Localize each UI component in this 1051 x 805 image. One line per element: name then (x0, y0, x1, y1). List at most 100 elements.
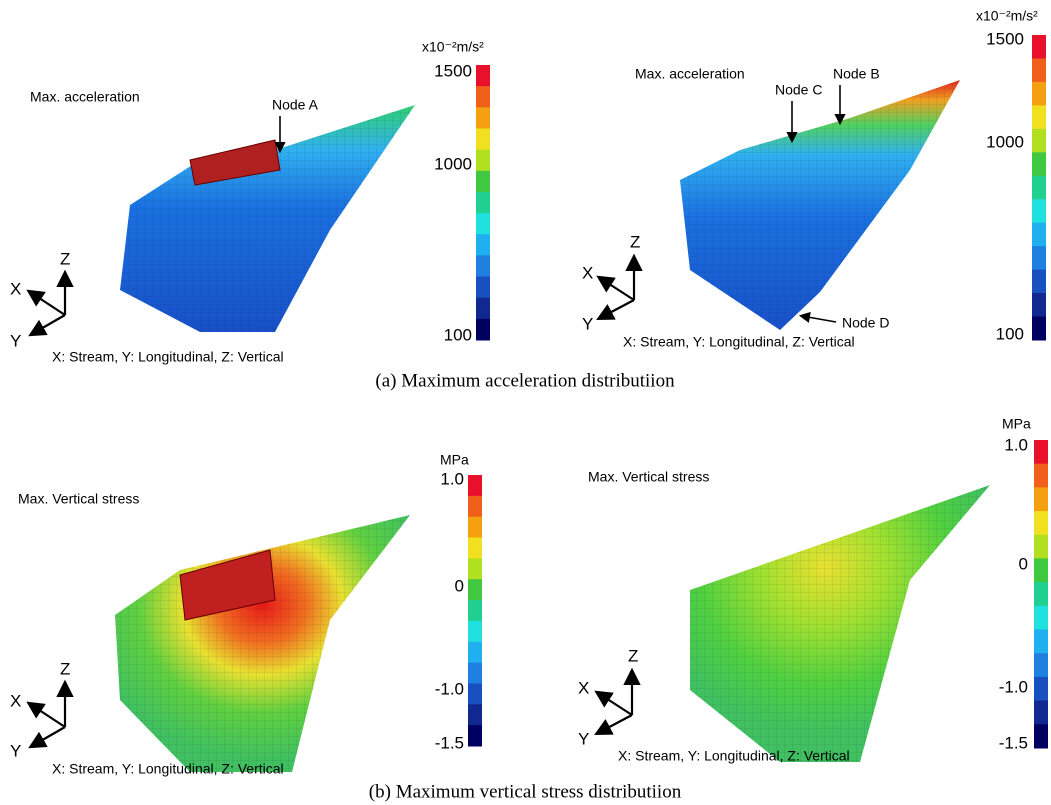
axis-label: X (582, 263, 593, 282)
colorbar-band (1034, 582, 1048, 607)
colorbar-band (476, 86, 490, 108)
colorbar-band (1032, 246, 1046, 271)
axis-legend: X: Stream, Y: Longitudinal, Z: Vertical (52, 349, 284, 365)
colorbar-band (476, 297, 490, 320)
caption: (a) Maximum acceleration distributiion (375, 370, 675, 391)
axis-label: X (578, 678, 589, 697)
colorbar-band (468, 725, 482, 747)
axis-arrow (28, 726, 66, 749)
colorbar (468, 475, 482, 747)
axis-arrow (26, 289, 66, 316)
colorbar-band (1032, 316, 1046, 341)
axis-legend: X: Stream, Y: Longitudinal, Z: Vertical (618, 748, 850, 764)
colorbar-band (1032, 175, 1046, 200)
axis-legend: X: Stream, Y: Longitudinal, Z: Vertical (623, 334, 855, 350)
colorbar-band (476, 255, 490, 278)
colorbar-band (1034, 653, 1048, 678)
colorbar-band (1032, 199, 1046, 224)
panel-label: Max. Vertical stress (588, 469, 709, 485)
colorbar-band (1032, 152, 1046, 177)
axis-arrow (26, 701, 66, 728)
pointer (798, 311, 837, 323)
colorbar-tick: 100 (996, 324, 1024, 343)
panel-label: Max. acceleration (635, 66, 745, 82)
axis-label: Z (630, 232, 640, 251)
colorbar-band (468, 495, 482, 518)
colorbar-band (476, 191, 490, 214)
colorbar-unit: x10⁻²m/s² (976, 8, 1038, 24)
colorbar-band (468, 516, 482, 539)
colorbar-band (1034, 534, 1048, 559)
colorbar-band (476, 213, 490, 235)
colorbar-unit: MPa (440, 452, 469, 468)
colorbar-tick: -1.5 (435, 733, 464, 752)
colorbar-band (1032, 81, 1046, 106)
colorbar-band (1032, 105, 1046, 130)
colorbar-band (476, 149, 490, 172)
colorbar-unit: MPa (1002, 416, 1031, 432)
caption: (b) Maximum vertical stress distributiio… (369, 781, 682, 802)
colorbar (1034, 440, 1048, 749)
node-label: Node A (272, 97, 319, 113)
colorbar-tick: 1000 (434, 154, 472, 173)
colorbar-band (468, 537, 482, 559)
colorbar (476, 65, 490, 341)
axis-label: Y (578, 729, 589, 748)
axis-label: X (10, 691, 21, 710)
colorbar-band (468, 558, 482, 580)
mesh (120, 105, 415, 332)
colorbar-band (1034, 676, 1048, 702)
axis-legend: X: Stream, Y: Longitudinal, Z: Vertical (52, 761, 284, 777)
colorbar-band (1034, 511, 1048, 536)
node-label: Node B (833, 66, 880, 82)
axis-label: Y (10, 741, 21, 760)
axis-arrow (596, 275, 635, 301)
colorbar-tick: 0 (1019, 554, 1028, 573)
colorbar-band (1032, 128, 1046, 153)
mesh (680, 80, 960, 330)
colorbar-band (468, 683, 482, 705)
colorbar-band (1034, 605, 1048, 631)
axis-arrow (28, 314, 66, 337)
colorbar-band (468, 475, 482, 497)
colorbar-band (476, 276, 490, 299)
colorbar-band (476, 128, 490, 151)
colorbar-tick: 1500 (434, 61, 472, 80)
colorbar-tick: 1000 (986, 132, 1024, 151)
colorbar-band (1032, 293, 1046, 318)
colorbar-band (1034, 700, 1048, 725)
colorbar-tick: -1.0 (999, 677, 1028, 696)
colorbar-band (1034, 724, 1048, 749)
colorbar-band (476, 65, 490, 87)
axis-label: X (10, 279, 21, 298)
colorbar-tick: 1.0 (1004, 435, 1028, 454)
colorbar-band (1034, 487, 1048, 512)
axis-label: Z (60, 659, 70, 678)
axis-label: Y (10, 331, 21, 350)
axis-arrow (596, 299, 635, 321)
colorbar-band (1034, 440, 1048, 465)
axis-label: Z (628, 646, 638, 665)
colorbar-band (468, 704, 482, 726)
colorbar-tick: 100 (444, 325, 472, 344)
colorbar-unit: x10⁻²m/s² (422, 39, 484, 55)
node-label: Node D (842, 315, 889, 331)
colorbar-band (1034, 463, 1048, 488)
axis-arrow (594, 690, 633, 716)
colorbar-band (1034, 629, 1048, 654)
colorbar-tick: 0 (455, 576, 464, 595)
colorbar-band (468, 620, 482, 643)
colorbar-band (476, 107, 490, 129)
axis-label: Z (60, 249, 70, 268)
intake-tower (189, 139, 281, 186)
colorbar-band (468, 579, 482, 601)
node-label: Node C (775, 82, 822, 98)
colorbar-band (468, 662, 482, 684)
colorbar-band (476, 170, 490, 193)
colorbar-tick: -1.5 (999, 733, 1028, 752)
colorbar-band (476, 318, 490, 341)
colorbar-band (1034, 558, 1048, 583)
colorbar-band (1032, 58, 1046, 83)
colorbar-band (1032, 269, 1046, 294)
axis-arrow (594, 714, 633, 736)
